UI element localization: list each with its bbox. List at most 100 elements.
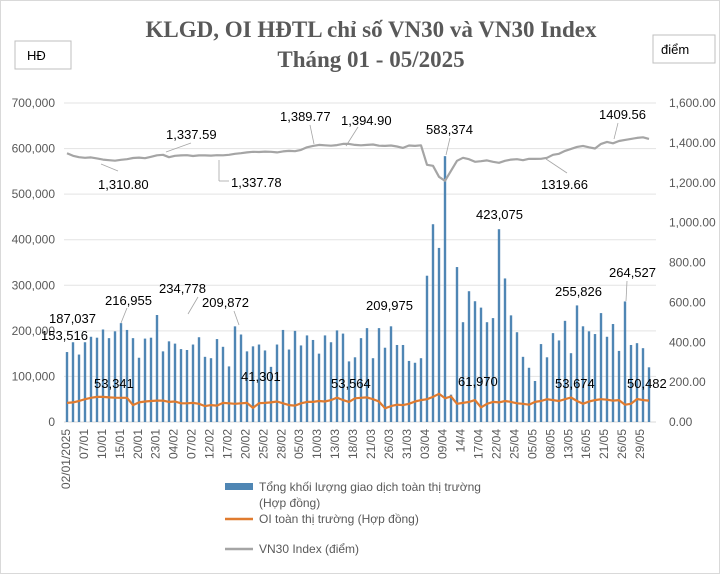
volume-bar: [641, 348, 645, 422]
volume-bar: [65, 352, 69, 422]
left-unit-box: [14, 40, 72, 70]
volume-bar: [323, 335, 327, 422]
y-left-tick-label: 300,000: [12, 278, 56, 292]
y-left-tick-label: 400,000: [12, 233, 56, 247]
volume-bar: [473, 301, 477, 422]
volume-bar: [179, 349, 183, 422]
legend-label-oi: OI toàn thị trường (Hợp đồng): [259, 512, 419, 526]
y-right-tick-label: 800.00: [669, 256, 706, 270]
volume-bar: [203, 356, 207, 422]
x-tick-label: 26/03: [382, 429, 396, 459]
volume-bar: [377, 328, 381, 422]
y-right-tick-label: 600.00: [669, 295, 706, 309]
volume-bar: [419, 358, 423, 422]
volume-bar: [497, 229, 501, 422]
volume-bar: [425, 275, 429, 422]
volume-bar: [611, 324, 615, 422]
volume-bar: [245, 351, 249, 422]
volume-bar: [227, 366, 231, 422]
volume-bar: [353, 357, 357, 422]
x-tick-label: 31/03: [400, 429, 414, 459]
bar-label: 255,826: [555, 284, 602, 299]
volume-bar: [155, 315, 159, 422]
x-tick-label: 13/05: [561, 429, 575, 459]
x-tick-label: 07/02: [185, 429, 199, 459]
x-tick-label: 26/05: [615, 429, 629, 459]
bar-label: 264,527: [609, 265, 656, 280]
volume-bar: [623, 301, 627, 422]
volume-bar: [197, 337, 201, 422]
legend: Tổng khối lượng giao dịch toàn thị trườn…: [225, 480, 481, 556]
bar-label: 583,374: [426, 122, 473, 137]
volume-bar: [509, 315, 513, 422]
x-tick-label: 07/01: [77, 429, 91, 459]
chart-title-line2: Tháng 01 - 05/2025: [277, 47, 464, 72]
volume-bar: [329, 342, 333, 422]
x-tick-label: 08/05: [543, 429, 557, 459]
oi-label: 53,674: [555, 376, 595, 391]
x-tick-label: 10/01: [95, 429, 109, 459]
volume-bar: [527, 367, 531, 422]
volume-bar: [191, 344, 195, 422]
x-tick-label: 16/05: [579, 429, 593, 459]
volume-bar: [101, 329, 105, 422]
volume-bar: [647, 367, 651, 422]
x-tick-label: 05/05: [525, 429, 539, 459]
volume-bar: [281, 329, 285, 422]
volume-bar: [515, 332, 519, 422]
x-tick-label: 12/02: [203, 429, 217, 459]
volume-bar: [551, 333, 555, 422]
volume-bar: [605, 336, 609, 422]
volume-bar: [395, 344, 399, 422]
y-right-tick-label: 1,600.00: [669, 96, 716, 110]
x-tick-label: 25/04: [507, 429, 521, 459]
right-unit-label: điểm: [661, 42, 689, 57]
chart-title-line1: KLGD, OI HĐTL chỉ số VN30 và VN30 Index: [146, 17, 597, 42]
volume-bar: [347, 361, 351, 422]
x-tick-label: 25/02: [256, 429, 270, 459]
volume-bar: [287, 349, 291, 422]
volume-bar: [251, 346, 255, 422]
y-left-tick-label: 100,000: [12, 369, 56, 383]
volume-bar: [629, 344, 633, 422]
x-tick-label: 09/04: [436, 429, 450, 459]
volume-bar: [119, 323, 123, 422]
x-tick-label: 14/4: [454, 429, 468, 453]
vn30-label: 1,310.80: [98, 177, 149, 192]
x-tick-label: 17/04: [472, 429, 486, 459]
volume-bar: [455, 267, 459, 422]
volume-bar: [305, 335, 309, 422]
volume-bar: [95, 337, 99, 422]
leader-lines: [100, 122, 628, 326]
volume-bar: [545, 357, 549, 422]
volume-bar: [389, 326, 393, 422]
x-tick-label: 02/01/2025: [59, 429, 73, 489]
y-right-tick-label: 400.00: [669, 335, 706, 349]
volume-bar: [221, 346, 225, 422]
volume-bar: [449, 394, 453, 422]
vn30-label: 1319.66: [541, 177, 588, 192]
x-tick-label: 05/03: [292, 429, 306, 459]
y-right-tick-label: 0.00: [669, 415, 693, 429]
bar-label: 187,037: [49, 311, 96, 326]
volume-bar: [131, 338, 135, 422]
oi-label: 53,564: [331, 376, 371, 391]
volume-bar: [269, 366, 273, 422]
volume-bar: [563, 320, 567, 422]
volume-bar: [77, 354, 81, 422]
bar-label: 153,516: [41, 328, 88, 343]
x-tick-label: 22/04: [490, 429, 504, 459]
left-unit-label: HĐ: [27, 48, 46, 63]
volume-bar: [569, 353, 573, 422]
volume-bar: [485, 322, 489, 422]
x-tick-label: 18/03: [346, 429, 360, 459]
x-tick-label: 15/01: [113, 429, 127, 459]
volume-bar: [173, 343, 177, 422]
volume-bar: [521, 356, 525, 422]
volume-bar: [593, 334, 597, 422]
x-tick-label: 04/02: [167, 429, 181, 459]
right-unit-box: [652, 34, 716, 64]
legend-swatch-volume: [225, 483, 253, 490]
volume-bar: [503, 278, 507, 422]
volume-bar: [365, 328, 369, 422]
